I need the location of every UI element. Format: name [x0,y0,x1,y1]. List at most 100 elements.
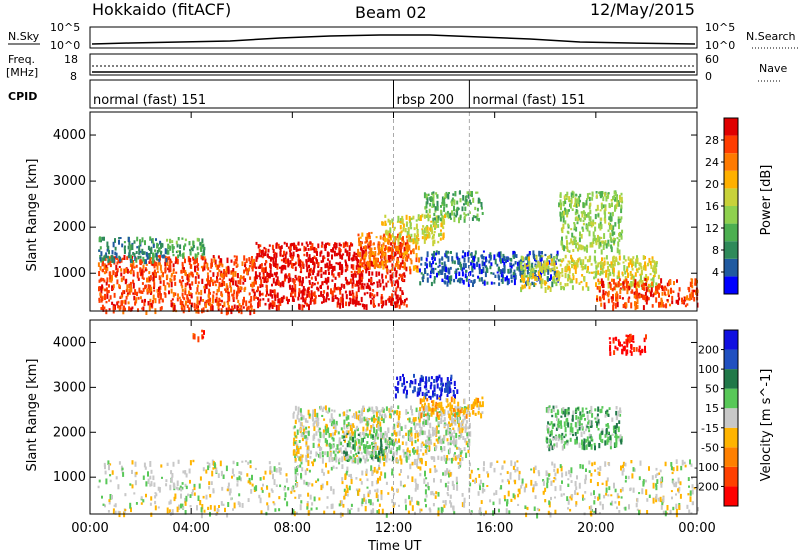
heatmap-cell [564,195,566,199]
heatmap-cell [376,510,378,513]
heatmap-cell [675,504,677,509]
heatmap-cell [457,268,459,270]
heatmap-cell [591,263,593,266]
heatmap-cell [579,194,581,197]
heatmap-cell [611,299,613,303]
heatmap-cell [240,472,242,476]
heatmap-cell [233,461,235,465]
heatmap-cell [667,289,669,295]
heatmap-cell [207,275,209,280]
heatmap-cell [382,265,384,269]
heatmap-cell [465,428,467,433]
heatmap-cell [622,286,624,289]
heatmap-cell [101,284,103,288]
heatmap-cell [617,237,619,239]
heatmap-cell [457,280,459,283]
heatmap-cell [437,201,439,206]
heatmap-cell [614,222,616,227]
heatmap-cell [438,492,440,497]
heatmap-cell [359,478,361,481]
heatmap-cell [560,286,562,290]
heatmap-cell [180,270,182,274]
heatmap-cell [463,502,465,508]
heatmap-cell [578,245,580,250]
heatmap-cell [190,494,192,498]
heatmap-cell [326,292,328,296]
heatmap-cell [463,203,465,205]
heatmap-cell [572,195,574,198]
heatmap-cell [467,191,469,194]
heatmap-cell [190,251,192,255]
heatmap-cell [672,291,674,294]
heatmap-cell [364,292,366,295]
heatmap-cell [327,286,329,290]
heatmap-cell [579,282,581,285]
heatmap-cell [186,294,188,300]
heatmap-cell [291,487,293,492]
heatmap-cell [262,284,264,287]
heatmap-cell [149,305,151,311]
heatmap-cell [376,281,378,283]
heatmap-cell [378,272,380,276]
heatmap-cell [618,263,620,265]
heatmap-cell [197,252,199,255]
heatmap-cell [424,192,426,198]
heatmap-cell [320,485,322,490]
heatmap-cell [448,470,450,473]
heatmap-cell [513,251,515,254]
heatmap-cell [416,239,418,242]
heatmap-cell [608,462,610,466]
heatmap-cell [429,468,431,473]
heatmap-cell [549,278,551,281]
heatmap-cell [639,295,641,298]
heatmap-cell [341,427,343,430]
heatmap-cell [372,252,374,255]
heatmap-cell [692,292,694,298]
heatmap-cell [219,303,221,306]
heatmap-cell [156,253,158,257]
heatmap-cell [330,249,332,252]
heatmap-cell [213,291,215,293]
heatmap-cell [643,255,645,260]
heatmap-cell [302,289,304,295]
heatmap-cell [232,468,234,474]
heatmap-cell [262,293,264,296]
heatmap-cell [325,270,327,275]
heatmap-cell [108,284,110,287]
heatmap-cell [220,461,222,467]
heatmap-cell [399,221,401,223]
heatmap-cell [643,283,645,286]
heatmap-cell [274,289,276,294]
heatmap-cell [544,281,546,286]
heatmap-cell [337,301,339,305]
heatmap-cell [106,277,108,282]
heatmap-cell [137,256,139,260]
heatmap-cell [646,498,648,502]
heatmap-cell [287,258,289,263]
heatmap-cell [593,511,595,513]
heatmap-cell [407,475,409,478]
heatmap-cell [483,489,485,492]
heatmap-cell [299,248,301,251]
heatmap-cell [376,492,378,498]
heatmap-cell [255,267,257,270]
heatmap-cell [596,266,598,270]
heatmap-cell [278,496,280,499]
heatmap-cell [474,207,476,210]
cpid-segment-label: normal (fast) 151 [93,93,206,108]
heatmap-cell [281,298,283,303]
freq-left-tick-bottom: 8 [70,70,77,83]
heatmap-cell [615,282,617,286]
heatmap-cell [450,275,452,278]
heatmap-cell [340,442,342,446]
heatmap-cell [159,487,161,493]
heatmap-cell [630,277,632,280]
heatmap-cell [560,485,562,491]
heatmap-cell [177,254,179,258]
heatmap-cell [363,432,365,435]
heatmap-cell [580,218,582,222]
heatmap-cell [297,430,299,435]
heatmap-cell [120,268,122,272]
heatmap-cell [192,257,194,259]
heatmap-cell [242,282,244,285]
